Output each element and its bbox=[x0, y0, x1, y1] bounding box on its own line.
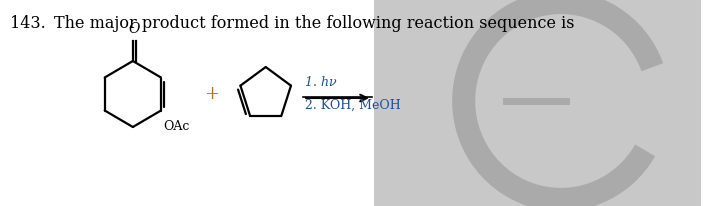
Text: 1. hν: 1. hν bbox=[305, 76, 337, 89]
Text: +: + bbox=[204, 85, 219, 103]
Bar bbox=[0, 0, 374, 206]
Bar bbox=[374, 0, 701, 206]
Text: O: O bbox=[129, 22, 140, 36]
Text: OAc: OAc bbox=[163, 121, 189, 133]
Text: The major product formed in the following reaction sequence is: The major product formed in the followin… bbox=[54, 15, 575, 32]
Text: 2. KOH, MeOH: 2. KOH, MeOH bbox=[305, 99, 401, 112]
Text: 143.: 143. bbox=[10, 15, 46, 32]
